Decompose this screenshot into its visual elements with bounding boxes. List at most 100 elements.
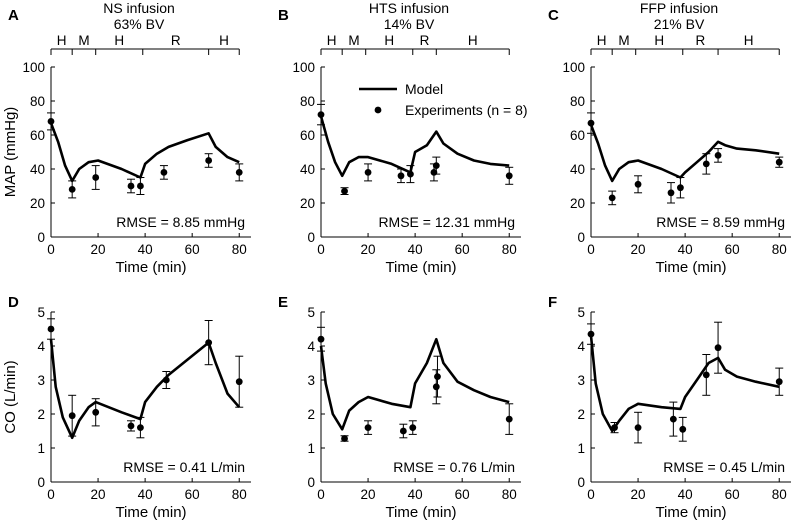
experiment-point (434, 373, 441, 380)
experiment-point (162, 376, 170, 384)
model-line (319, 115, 510, 178)
panel-f: F 0 1 2 3 4 5 0 20 40 60 80 Time (min) RMSE = 0.45 L/… (548, 294, 791, 521)
experiment-point (677, 184, 684, 192)
y-tick-label: 3 (577, 373, 585, 388)
phase-label: H (744, 33, 754, 48)
y-tick-label: 0 (37, 230, 45, 245)
experiment-point (68, 412, 76, 420)
x-tick-label: 60 (185, 242, 200, 257)
y-tick-label: 4 (37, 339, 45, 354)
y-tick-label: 5 (37, 305, 45, 320)
x-axis-label: Time (min) (655, 259, 726, 276)
y-tick-label: 100 (22, 60, 45, 75)
x-tick-label: 60 (455, 487, 470, 502)
y-tick-label: 60 (30, 128, 45, 143)
x-tick-label: 40 (138, 487, 153, 502)
x-tick-label: 0 (47, 487, 55, 502)
x-tick-label: 20 (91, 242, 106, 257)
y-tick-label: 20 (30, 196, 45, 211)
panel-e: E 0 1 2 3 4 5 0 20 40 60 80 Time (min) RMSE = 0.76 L/… (278, 294, 521, 521)
phase-label: M (618, 33, 629, 48)
y-tick-label: 4 (577, 339, 585, 354)
experiment-point (702, 371, 710, 379)
model-line (589, 124, 780, 183)
y-tick-label: 5 (307, 305, 315, 320)
experiment-point (92, 408, 100, 416)
panel-letter: E (278, 294, 288, 311)
panel-letter: C (548, 7, 559, 24)
experiment-point (235, 169, 243, 176)
panel-letter: F (548, 294, 557, 311)
phase-label: H (114, 33, 124, 48)
panel-letter: D (8, 294, 19, 311)
experiment-point (611, 424, 618, 431)
experiment-point (608, 194, 616, 202)
panel-d: D 0 1 2 3 4 5 0 20 40 60 80 Time (min) CO (L/min) RMSE… (2, 294, 251, 521)
panel-title: 63% BV (114, 16, 165, 32)
panel-letter: B (278, 7, 289, 24)
experiment-point (341, 435, 348, 442)
experiment-point (317, 111, 325, 118)
x-tick-label: 40 (678, 242, 693, 257)
experiment-point (317, 335, 325, 343)
rmse-label: RMSE = 12.31 mmHg (378, 214, 515, 230)
x-tick-label: 0 (317, 242, 325, 257)
y-axis-label: MAP (mmHg) (2, 107, 19, 198)
x-tick-label: 80 (502, 487, 517, 502)
experiment-point (587, 119, 595, 127)
model-line (319, 337, 510, 431)
experiment-point (205, 339, 213, 346)
experiment-point (341, 187, 348, 195)
experiment-point (432, 383, 440, 391)
panel-title: FFP infusion (640, 0, 718, 16)
experiment-point (364, 424, 372, 431)
experiment-point (127, 182, 135, 190)
experiment-point (702, 160, 710, 168)
y-axis-label: CO (L/min) (2, 360, 19, 433)
x-tick-label: 20 (361, 487, 376, 502)
x-tick-label: 20 (361, 242, 376, 257)
x-tick-label: 40 (678, 487, 693, 502)
experiment-point (399, 427, 407, 435)
experiment-point (669, 415, 677, 423)
x-axis-label: Time (min) (385, 504, 456, 521)
phase-label: H (327, 33, 337, 48)
x-tick-label: 60 (185, 487, 200, 502)
legend-model-label: Model (405, 81, 443, 97)
experiment-point (679, 425, 687, 433)
phase-label: R (420, 33, 430, 48)
x-axis-label: Time (min) (115, 259, 186, 276)
experiment-point (505, 172, 513, 180)
y-tick-label: 3 (307, 373, 315, 388)
y-tick-label: 2 (307, 407, 315, 422)
phase-label: R (171, 33, 181, 48)
experiment-point (235, 378, 243, 386)
experiment-point (407, 170, 414, 178)
x-axis-label: Time (min) (385, 259, 456, 276)
rmse-label: RMSE = 0.76 L/min (393, 459, 515, 475)
experiment-point (397, 172, 405, 180)
y-tick-label: 20 (570, 196, 585, 211)
legend-experiment-swatch (374, 106, 382, 114)
y-tick-label: 60 (300, 128, 315, 143)
x-tick-label: 0 (47, 242, 55, 257)
phase-label: M (78, 33, 89, 48)
panel-title: 14% BV (384, 16, 435, 32)
experiment-point (137, 424, 144, 431)
x-tick-label: 0 (317, 487, 325, 502)
experiment-point (92, 174, 100, 181)
y-tick-label: 2 (577, 407, 585, 422)
x-tick-label: 0 (587, 487, 595, 502)
x-tick-label: 80 (232, 242, 247, 257)
phase-label: H (654, 33, 664, 48)
experiment-point (714, 344, 722, 352)
y-tick-label: 0 (577, 230, 585, 245)
experiment-point (587, 330, 595, 338)
phase-label: H (597, 33, 607, 48)
y-tick-label: 0 (307, 230, 315, 245)
experiment-point (409, 424, 417, 431)
y-tick-label: 2 (37, 407, 45, 422)
